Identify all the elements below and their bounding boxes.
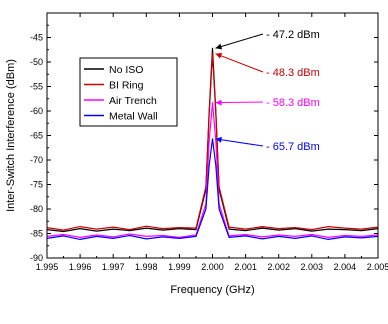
peak-annotations: - 47.2 dBm - 48.3 dBm - 58.3 dBm - 65.7 dBm <box>215 29 320 153</box>
y-tick-label: -90 <box>30 253 43 263</box>
annotation-arrow-line <box>215 53 264 73</box>
x-tick-label: 2.000 <box>201 262 224 272</box>
y-axis-title: Inter-Switch Interference (dBm) <box>5 59 17 212</box>
y-tick-label: -50 <box>30 57 43 67</box>
x-axis: 1.995 1.996 1.997 1.998 1.999 2.000 2.001 2.002… <box>36 13 388 272</box>
annotation-label: - 48.3 dBm <box>266 67 320 79</box>
annotation-arrow-line <box>215 33 264 49</box>
x-tick-label: 1.996 <box>69 262 92 272</box>
series-line-2 <box>46 102 379 238</box>
x-tick-label: 2.005 <box>367 262 388 272</box>
annotation-arrow-line <box>215 138 264 147</box>
annotation-label: - 47.2 dBm <box>266 29 320 41</box>
x-tick-label: 1.997 <box>102 262 125 272</box>
annotation-arrow-head <box>215 99 222 106</box>
annotation-arrow-head <box>215 136 222 143</box>
series-line-1 <box>46 53 379 231</box>
series-line-0 <box>46 47 379 233</box>
x-tick-label: 2.002 <box>267 262 290 272</box>
x-tick-label: 2.001 <box>234 262 257 272</box>
y-tick-label: -70 <box>30 155 43 165</box>
annotation-label: - 58.3 dBm <box>266 97 320 109</box>
x-tick-label: 1.999 <box>168 262 191 272</box>
y-tick-label: -75 <box>30 180 43 190</box>
legend: No ISO BI Ring Air Trench Metal Wall <box>79 57 178 127</box>
y-tick-label: -80 <box>30 204 43 214</box>
plot-series <box>46 47 379 240</box>
legend-label: No ISO <box>109 64 143 76</box>
legend-label: Metal Wall <box>109 111 158 123</box>
annotation-arrow-head <box>215 43 223 50</box>
annotation-arrow-head <box>215 53 223 59</box>
y-tick-label: -45 <box>30 33 43 43</box>
legend-label: BI Ring <box>109 80 144 92</box>
y-tick-label: -65 <box>30 131 43 141</box>
x-tick-label: 1.995 <box>36 262 59 272</box>
x-tick-label: 2.003 <box>301 262 324 272</box>
y-tick-label: -60 <box>30 106 43 116</box>
series-line-3 <box>46 138 379 240</box>
x-tick-label: 2.004 <box>334 262 357 272</box>
y-axis: -90 -85 -80 -75 -70 -65 -60 -55 -50 -45 <box>30 24 378 263</box>
y-tick-label: -85 <box>30 229 43 239</box>
x-axis-title: Frequency (GHz) <box>170 284 254 296</box>
y-tick-label: -55 <box>30 82 43 92</box>
annotation-arrow-line <box>215 101 264 104</box>
annotation-label: - 65.7 dBm <box>266 141 320 153</box>
legend-label: Air Trench <box>109 95 157 107</box>
x-tick-label: 1.998 <box>135 262 158 272</box>
